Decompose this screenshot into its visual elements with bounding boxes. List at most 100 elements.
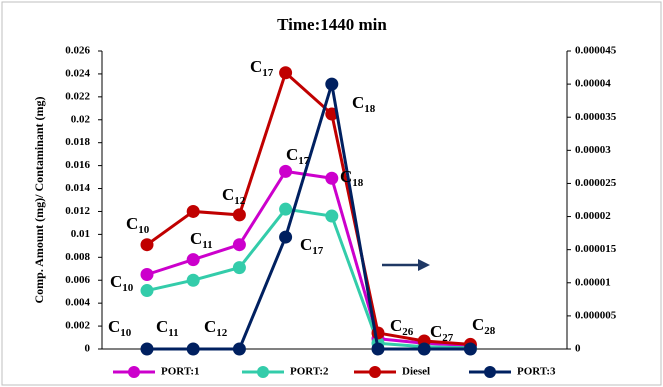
annotation-text: C: [222, 185, 234, 204]
annotation-sub: 11: [202, 239, 212, 251]
annotation: C12: [204, 317, 228, 339]
legend-marker: [128, 366, 140, 378]
y2-tick-label: 0.00002: [575, 210, 611, 222]
data-point: [186, 204, 200, 218]
y-tick-label: 0.024: [65, 67, 90, 79]
data-point: [325, 77, 339, 91]
y-tick-label: 0.008: [65, 251, 90, 263]
data-point: [186, 342, 200, 356]
y-tick-label: 0.004: [65, 297, 90, 309]
legend-label: PORT:2: [290, 366, 329, 378]
annotation: C28: [472, 315, 496, 337]
annotation-sub: 17: [312, 245, 324, 257]
annotation: C12: [222, 185, 246, 207]
data-point: [325, 209, 339, 223]
data-point: [140, 342, 154, 356]
y-tick-label: 0.02: [71, 113, 91, 125]
y2-tick-label: 0.000035: [575, 111, 617, 123]
annotation-sub: 18: [352, 177, 364, 189]
data-point: [140, 238, 154, 252]
annotation: C17: [300, 235, 324, 257]
annotation-text: C: [430, 322, 442, 341]
legend-marker: [484, 366, 496, 378]
annotation-sub: 10: [120, 327, 132, 339]
data-point: [232, 238, 246, 252]
legend-label: PORT:1: [161, 366, 200, 378]
annotation: C10: [108, 317, 132, 339]
annotation-sub: 12: [216, 327, 228, 339]
annotation-text: C: [204, 317, 216, 336]
annotation-sub: 18: [364, 103, 376, 115]
annotation-text: C: [190, 229, 202, 248]
y2-tick-label: 0.00004: [575, 78, 611, 90]
series-line: [146, 169, 471, 348]
series-line: [147, 83, 471, 351]
y-tick-label: 0: [85, 343, 91, 355]
annotation: C27: [430, 322, 454, 344]
annotation-sub: 28: [484, 325, 496, 337]
annotation: C18: [340, 167, 364, 189]
data-point: [417, 342, 431, 356]
data-point: [232, 342, 246, 356]
annotation-sub: 10: [122, 282, 134, 294]
annotation-text: C: [156, 317, 168, 336]
y2-tick-label: 0: [575, 343, 581, 355]
y-tick-label: 0.014: [65, 182, 90, 194]
data-point: [140, 268, 154, 281]
legend-marker: [257, 366, 269, 378]
y-tick-label: 0.01: [71, 228, 90, 240]
y-tick-label: 0.006: [65, 274, 90, 286]
annotation-sub: 17: [298, 155, 310, 167]
data-point: [232, 208, 246, 222]
annotation-text: C: [108, 317, 120, 336]
annotation: C17: [250, 57, 274, 79]
data-point: [325, 171, 339, 185]
annotation-sub: 10: [138, 224, 150, 236]
annotation: C11: [190, 229, 213, 251]
annotation-text: C: [126, 214, 138, 233]
y2-tick-label: 0.000045: [575, 45, 617, 57]
annotation: C10: [126, 214, 150, 236]
data-point: [279, 230, 293, 244]
annotation-sub: 17: [262, 67, 274, 79]
data-point: [371, 342, 385, 356]
legend-marker: [369, 366, 381, 378]
legend-label: Diesel: [402, 366, 430, 378]
y2-tick-label: 0.000005: [575, 309, 617, 321]
y2-tick-label: 0.00001: [575, 276, 611, 288]
legend-label: PORT:3: [517, 366, 556, 378]
annotation-text: C: [300, 235, 312, 254]
y-axis-title: Comp. Amount (mg)/ Contaminant (mg): [32, 96, 46, 303]
data-point: [186, 253, 200, 267]
annotation-text: C: [110, 272, 122, 291]
annotation: C10: [110, 272, 134, 294]
annotation: C18: [352, 93, 376, 115]
data-point: [463, 342, 477, 356]
annotation-sub: 12: [234, 195, 246, 207]
y-tick-label: 0.002: [65, 320, 90, 332]
annotation-sub: 26: [402, 326, 414, 338]
annotation-sub: 27: [442, 332, 454, 344]
annotation-text: C: [250, 57, 262, 76]
y-tick-label: 0.022: [65, 90, 90, 102]
annotation-text: C: [340, 167, 352, 186]
y-tick-label: 0.018: [65, 136, 90, 148]
data-point: [140, 284, 154, 298]
data-point: [279, 202, 293, 216]
data-point: [279, 164, 293, 178]
chart-title: Time:1440 min: [277, 15, 387, 34]
data-point: [232, 261, 246, 275]
annotation: C26: [390, 316, 414, 338]
annotation-sub: 11: [168, 327, 178, 339]
data-point: [279, 66, 293, 80]
annotation: C11: [156, 317, 179, 339]
y-tick-label: 0.016: [65, 159, 90, 171]
series-line: [146, 207, 471, 350]
annotation-text: C: [472, 315, 484, 334]
y2-tick-label: 0.00003: [575, 144, 611, 156]
annotation-text: C: [352, 93, 364, 112]
annotation-text: C: [286, 145, 298, 164]
annotation: C17: [286, 145, 310, 167]
